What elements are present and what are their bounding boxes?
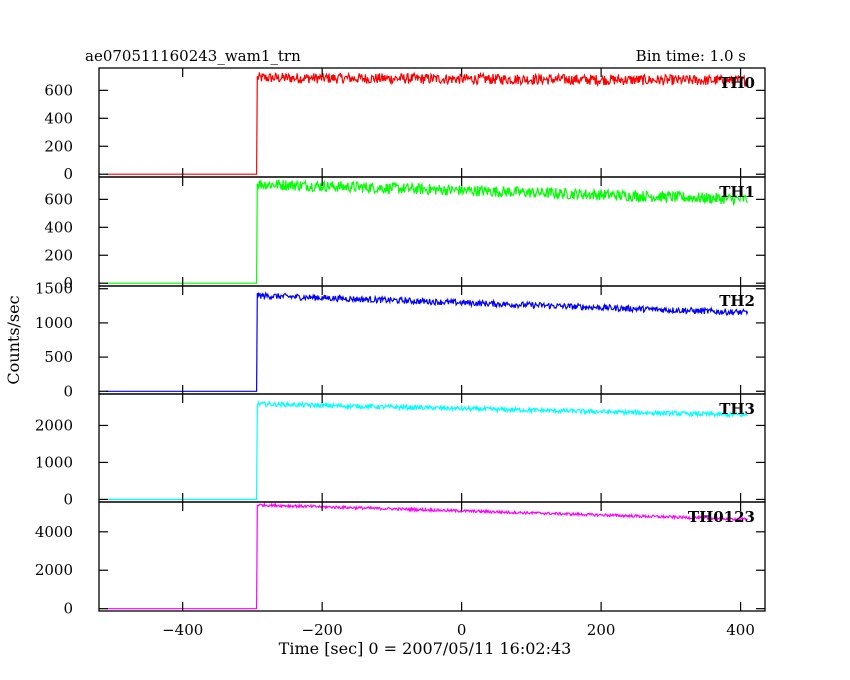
y-tick-label: 0: [63, 382, 73, 400]
series-line-th0123: [106, 501, 748, 610]
y-tick-label: 0: [63, 165, 73, 183]
x-tick-label: 0: [457, 621, 467, 639]
y-tick-label: 0: [63, 490, 73, 508]
panel-th1: 0 200 400 600 TH1: [44, 176, 766, 292]
x-axis-title: Time [sec] 0 = 2007/05/11 16:02:43: [279, 639, 572, 658]
panel-frame: [98, 67, 766, 178]
series-label-th0: TH0: [719, 74, 755, 92]
x-tick-label: 200: [587, 621, 616, 639]
y-tick-label: 0: [63, 274, 73, 292]
chart-title-left: ae070511160243_wam1_trn: [85, 47, 301, 65]
panels-group: 0 200 400 600 TH0 0 200 400 600 TH1 0 500 1000 1500 TH…: [35, 67, 766, 639]
y-tick-label: 200: [44, 246, 73, 264]
y-tick-label: 600: [44, 190, 73, 208]
y-tick-label: 2000: [35, 416, 73, 434]
y-tick-label: 1500: [35, 280, 73, 298]
panel-frame: [98, 176, 766, 287]
series-line-th0: [106, 71, 749, 175]
x-tick-label: 400: [726, 621, 755, 639]
y-tick-label: 4000: [35, 523, 73, 541]
y-tick-label: 200: [44, 137, 73, 155]
series-label-th3: TH3: [719, 400, 755, 418]
panel-frame: [98, 501, 766, 612]
x-tick-label: −400: [162, 621, 203, 639]
y-axis-title: Counts/sec: [4, 295, 23, 384]
y-tick-label: 2000: [35, 561, 73, 579]
panel-th2: 0 500 1000 1500 TH2: [35, 280, 766, 400]
panel-th0: 0 200 400 600 TH0: [44, 67, 766, 183]
y-tick-label: 500: [44, 348, 73, 366]
panel-th0123: 0 2000 4000 TH0123: [35, 501, 766, 618]
y-tick-label: 600: [44, 81, 73, 99]
y-tick-label: 400: [44, 109, 73, 127]
y-tick-label: 1000: [35, 314, 73, 332]
series-label-th1: TH1: [719, 183, 755, 201]
panel-th3: 0 1000 2000 TH3: [35, 393, 766, 508]
series-label-th0123: TH0123: [688, 508, 755, 526]
chart-title-right: Bin time: 1.0 s: [636, 47, 746, 65]
series-line-th2: [106, 291, 749, 392]
y-tick-label: 400: [44, 218, 73, 236]
y-tick-label: 0: [63, 600, 73, 618]
series-line-th3: [106, 400, 748, 500]
x-tick-label: −200: [302, 621, 343, 639]
series-label-th2: TH2: [719, 292, 755, 310]
y-tick-label: 1000: [35, 453, 73, 471]
series-line-th1: [106, 179, 748, 284]
